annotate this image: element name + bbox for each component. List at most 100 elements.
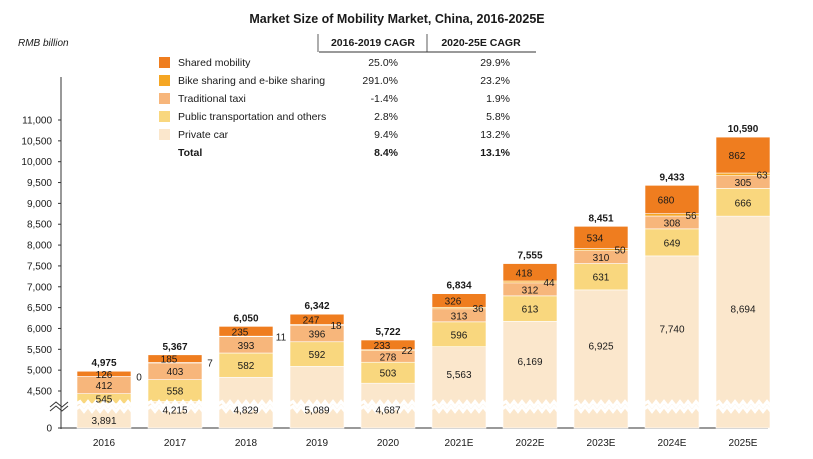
data-label-private-car-2017: 4,215 [162,406,187,417]
data-label-bike-sharing-and-e-bike-sharing-2020: 22 [401,346,413,357]
x-tick-label-2023e: 2023E [587,438,616,449]
y-tick-label: 7,500 [27,261,52,272]
data-label-shared-mobility-2019: 247 [303,315,320,326]
data-label-bike-sharing-and-e-bike-sharing-2024e: 56 [685,211,697,222]
bar-break-2018 [217,404,276,414]
y-tick-label: 9,000 [27,199,52,210]
chart-title: Market Size of Mobility Market, China, 2… [249,12,544,26]
data-label-traditional-taxi-2021e: 313 [451,311,468,322]
cagr-2020-2025-bike-sharing-and-e-bike-sharing: 23.2% [480,75,510,87]
bar-break-2024e [643,399,702,409]
x-tick-label-2018: 2018 [235,438,258,449]
bar-segment-shared-mobility-2025e [715,136,771,174]
x-tick-label-2017: 2017 [164,438,187,449]
total-label-2018: 6,050 [233,313,258,324]
data-label-bike-sharing-and-e-bike-sharing-2025e: 63 [756,170,768,181]
cagr-2020-2025-shared-mobility: 29.9% [480,57,510,69]
x-tick-label-2021e: 2021E [445,438,474,449]
data-label-traditional-taxi-2022e: 312 [522,285,539,296]
data-label-public-transportation-and-others-2025e: 666 [735,198,752,209]
total-label-2025e: 10,590 [728,124,759,135]
x-tick-label-2019: 2019 [306,438,329,449]
data-label-public-transportation-and-others-2024e: 649 [664,238,681,249]
legend-swatch-shared-mobility [159,57,170,68]
cagr-2020-2025-private-car: 13.2% [480,129,510,141]
y-tick-label: 10,000 [21,157,52,168]
total-label-2023e: 8,451 [588,213,613,224]
legend-label-private-car: Private car [178,129,229,141]
data-label-shared-mobility-2016: 126 [96,370,113,381]
data-label-shared-mobility-2023e: 534 [587,233,604,244]
bar-break-2019 [288,404,347,414]
axis-break-mark [49,401,69,408]
data-label-public-transportation-and-others-2020: 503 [380,369,397,380]
legend-label-shared-mobility: Shared mobility [178,57,251,69]
y-tick-label: 6,500 [27,303,52,314]
bar-break-2018 [217,399,276,409]
data-label-private-car-2016: 3,891 [91,416,116,427]
bar-segment-shared-mobility-2017 [147,354,203,363]
bar-break-2024e [643,404,702,414]
bar-segment-shared-mobility-2020 [360,339,416,351]
data-label-traditional-taxi-2019: 396 [309,330,326,341]
total-row-label: Total [178,147,202,159]
data-label-public-transportation-and-others-2016: 545 [96,395,113,406]
cagr-2016-2019-total: 8.4% [374,147,399,159]
bar-break-2022e [501,399,560,409]
bars [75,136,773,429]
bar-segment-shared-mobility-2018 [218,326,274,337]
data-label-shared-mobility-2021e: 326 [445,296,462,307]
legend-swatch-public-transportation-and-others [159,111,170,122]
bar-break-2023e [572,404,631,414]
data-label-bike-sharing-and-e-bike-sharing-2017: 7 [207,359,213,370]
bar-break-2025e [714,399,773,409]
data-label-private-car-2023e: 6,925 [588,341,613,352]
cagr-2016-2019-public-transportation-and-others: 2.8% [374,111,398,123]
data-label-shared-mobility-2018: 235 [232,327,249,338]
y-tick-label: 0 [46,424,52,435]
legend-label-public-transportation-and-others: Public transportation and others [178,111,326,123]
bar-break-2016 [75,404,134,414]
y-tick-label: 5,500 [27,345,52,356]
data-label-public-transportation-and-others-2019: 592 [309,350,326,361]
data-label-shared-mobility-2020: 233 [374,341,391,352]
unit-label: RMB billion [18,38,69,49]
bar-segment-public-transportation-and-others-2018 [218,352,274,378]
bar-break-2021e [430,404,489,414]
x-tick-label-2016: 2016 [93,438,116,449]
data-label-public-transportation-and-others-2017: 558 [167,387,184,398]
bar-break-2019 [288,399,347,409]
bar-segment-public-transportation-and-others-2024e [644,228,700,257]
y-tick-label: 5,000 [27,366,52,377]
data-label-bike-sharing-and-e-bike-sharing-2016: 0 [136,372,142,383]
bar-segment-public-transportation-and-others-2022e [502,295,558,322]
bar-segment-private-car-2019 [289,366,345,429]
bar-segment-shared-mobility-2023e [573,226,629,249]
data-label-private-car-2021e: 5,563 [446,370,471,381]
cagr-2020-2025-public-transportation-and-others: 5.8% [486,111,510,123]
data-label-public-transportation-and-others-2022e: 613 [522,305,539,316]
x-tick-label-2024e: 2024E [658,438,687,449]
data-label-private-car-2020: 4,687 [375,406,400,417]
y-tick-label: 11,000 [22,116,52,127]
data-label-bike-sharing-and-e-bike-sharing-2022e: 44 [543,278,555,289]
y-tick-label: 9,500 [27,178,52,189]
data-label-traditional-taxi-2025e: 305 [735,178,752,189]
bar-segment-shared-mobility-2022e [502,263,558,282]
bar-segment-shared-mobility-2024e [644,185,700,214]
total-label-2024e: 9,433 [659,172,684,183]
data-label-public-transportation-and-others-2021e: 596 [451,330,468,341]
bar-break-2025e [714,404,773,414]
data-label-bike-sharing-and-e-bike-sharing-2018: 11 [276,332,287,343]
y-tick-label: 10,500 [21,136,52,147]
bar-break-2017 [146,399,205,409]
total-label-2021e: 6,834 [446,281,471,292]
cagr-2016-2019-shared-mobility: 25.0% [368,57,398,69]
bar-segment-shared-mobility-2016 [76,370,132,377]
cagr-2020-2025-traditional-taxi: 1.9% [486,93,510,105]
data-label-traditional-taxi-2023e: 310 [593,253,610,264]
data-label-traditional-taxi-2020: 278 [380,352,397,363]
y-tick-label: 6,000 [27,324,52,335]
